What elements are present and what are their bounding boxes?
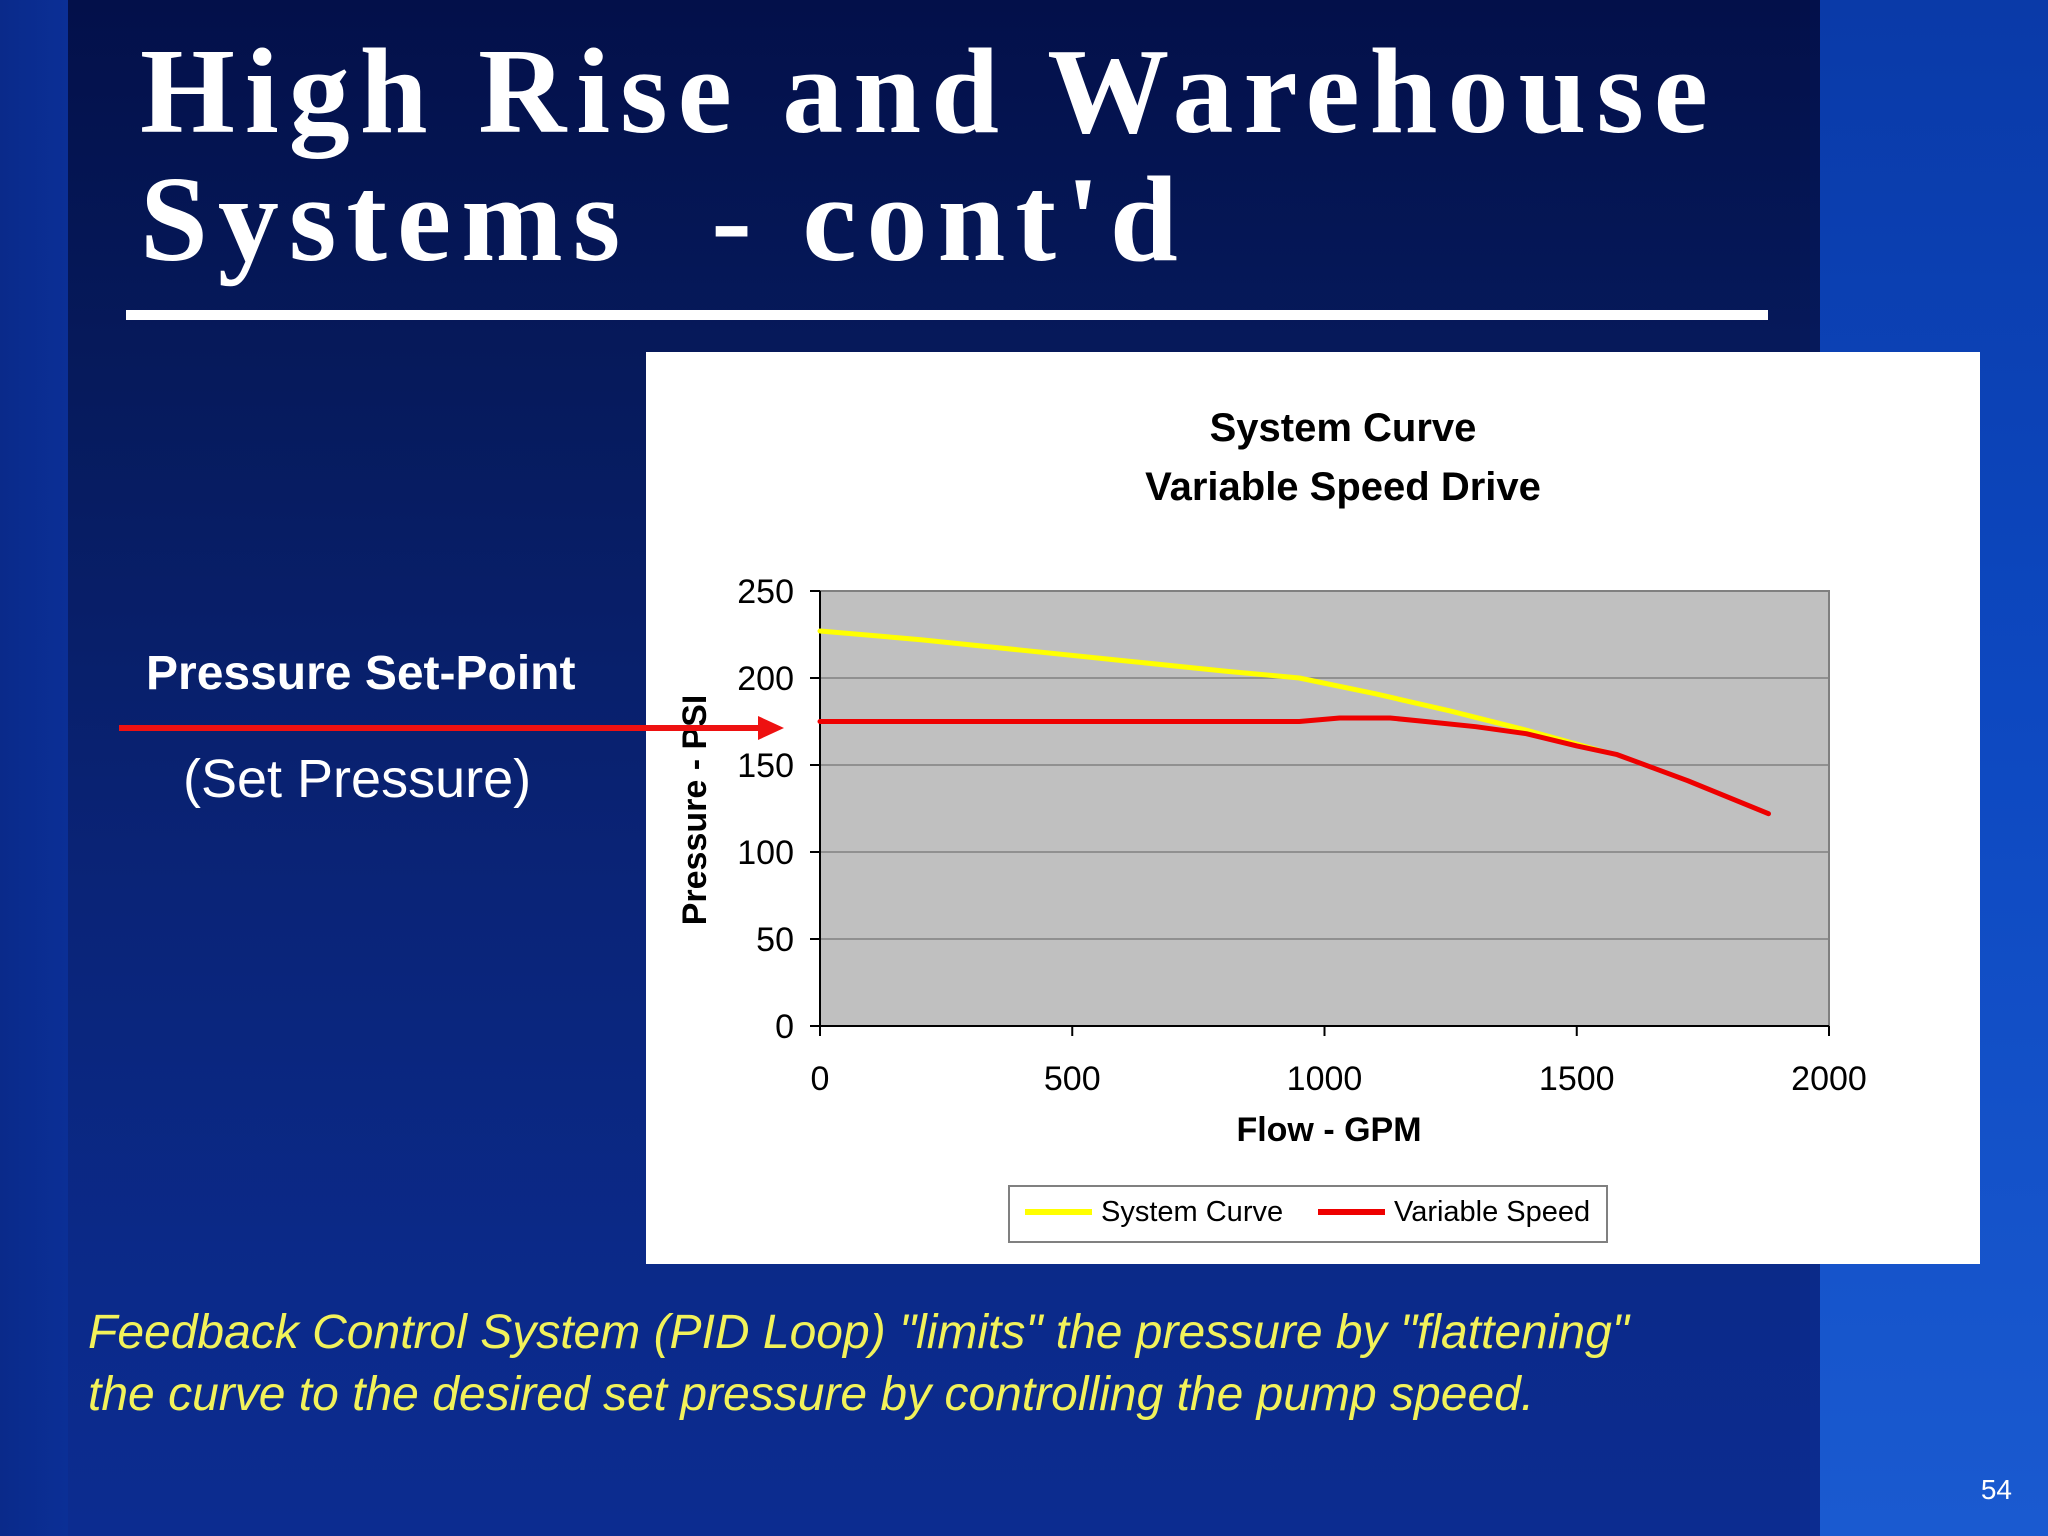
- legend-label-variable-speed: Variable Speed: [1394, 1196, 1590, 1228]
- y-tick-label-100: 100: [737, 834, 794, 872]
- x-tick-label-1000: 1000: [1287, 1060, 1363, 1098]
- setpoint-arrow: [119, 716, 784, 740]
- set-pressure-label: (Set Pressure): [183, 749, 532, 809]
- x-tick-label-0: 0: [811, 1060, 830, 1098]
- title-underline: [126, 310, 1768, 320]
- chart-legend: System Curve Variable Speed: [1008, 1185, 1608, 1243]
- chart-subtitle: Variable Speed Drive: [1145, 465, 1541, 509]
- series-lines: [817, 628, 1771, 817]
- x-tick-label-500: 500: [1044, 1060, 1101, 1098]
- pressure-setpoint-label: Pressure Set-Point: [146, 647, 576, 700]
- legend-box: [1008, 1185, 1608, 1243]
- y-axis-label: Pressure - PSI: [676, 695, 714, 926]
- slide-title-line2: Systems - cont'd: [140, 152, 1188, 287]
- y-tick-label-200: 200: [737, 660, 794, 698]
- page-number: 54: [1980, 1474, 2012, 1505]
- series-line-variable-speed: [817, 715, 1771, 817]
- y-tick-label-150: 150: [737, 747, 794, 785]
- y-tick-label-50: 50: [756, 921, 794, 959]
- legend-label-system-curve: System Curve: [1101, 1196, 1283, 1228]
- y-axis: 0 50 100 150 200 250: [737, 573, 821, 1046]
- caption-line1: Feedback Control System (PID Loop) "limi…: [88, 1306, 1629, 1359]
- slide-title-line1: High Rise and Warehouse: [140, 24, 1718, 159]
- x-axis-label: Flow - GPM: [1236, 1111, 1421, 1149]
- series-line-system-curve: [817, 628, 1605, 754]
- x-tick-label-2000: 2000: [1791, 1060, 1867, 1098]
- grid-lines: [820, 677, 1829, 940]
- caption-text: Feedback Control System (PID Loop) "limi…: [88, 1302, 1788, 1426]
- setpoint-arrow-head: [758, 716, 784, 740]
- caption-line2: the curve to the desired set pressure by…: [88, 1368, 1535, 1421]
- x-tick-label-1500: 1500: [1539, 1060, 1615, 1098]
- y-tick-label-250: 250: [737, 573, 794, 611]
- chart-title: System Curve: [1210, 406, 1477, 450]
- y-tick-label-0: 0: [775, 1008, 794, 1046]
- plot-area: [819, 590, 1830, 1027]
- slide-title: High Rise and Warehouse Systems - cont'd: [140, 28, 1780, 284]
- x-axis: 0 500 1000 1500 2000: [811, 1025, 1867, 1098]
